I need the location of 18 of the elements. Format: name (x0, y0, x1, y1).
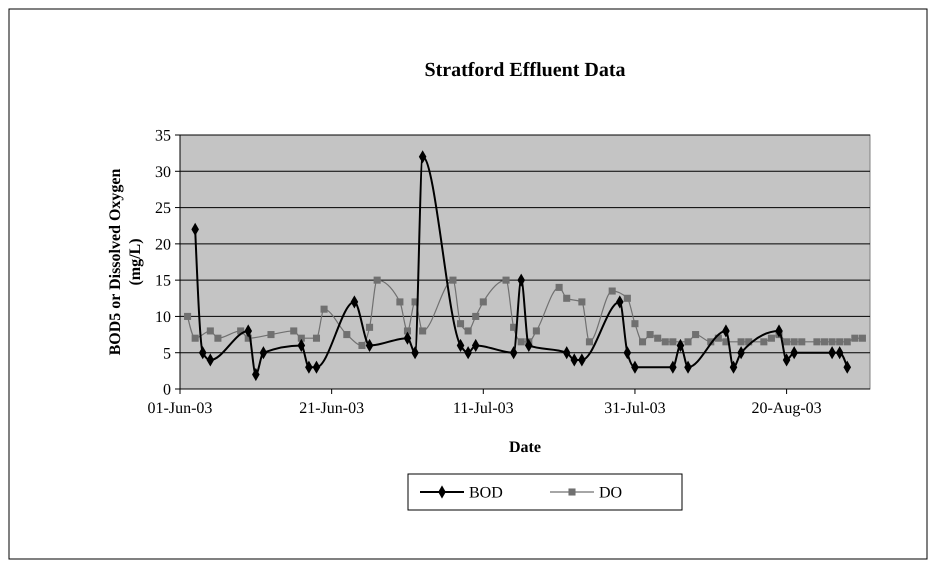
y-tick-label: 20 (155, 236, 171, 254)
x-tick-label: 20-Aug-03 (751, 400, 822, 417)
y-tick-label: 35 (155, 128, 171, 145)
x-tick-label: 21-Jun-03 (299, 400, 364, 417)
x-axis-title: Date (509, 439, 541, 456)
y-axis-title: BOD5 or Dissolved Oxygen (mg/L) (107, 168, 144, 356)
legend-label: DO (599, 484, 622, 502)
x-tick-label: 11-Jul-03 (452, 400, 514, 417)
y-tick-label: 15 (155, 272, 171, 290)
legend-label: BOD (469, 484, 503, 502)
y-tick-label: 0 (163, 382, 171, 399)
y-tick-label: 10 (155, 309, 171, 326)
chart-title: Stratford Effluent Data (424, 59, 626, 81)
y-tick-label: 25 (155, 200, 171, 218)
y-tick-label: 5 (163, 345, 171, 362)
x-tick-label: 01-Jun-03 (148, 400, 212, 417)
y-tick-label: 30 (155, 164, 171, 181)
x-tick-label: 31-Jul-03 (604, 400, 666, 417)
